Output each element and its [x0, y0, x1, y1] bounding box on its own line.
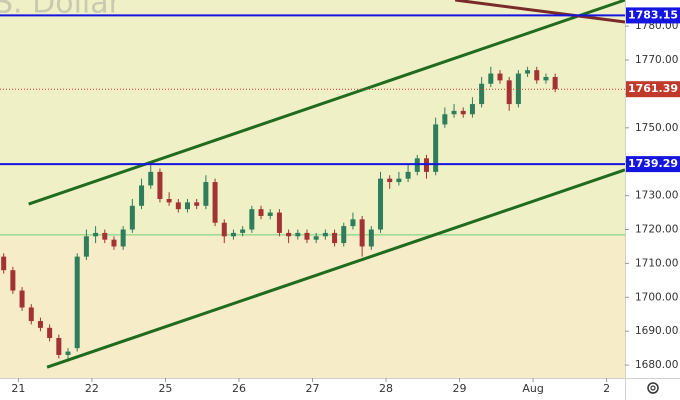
- candle-body: [304, 232, 310, 240]
- candle-body: [139, 185, 145, 206]
- candle-body: [387, 178, 393, 183]
- candle-body: [166, 199, 172, 203]
- candle-body: [479, 83, 485, 105]
- candle-body: [433, 124, 439, 172]
- x-tick-label: 29: [453, 382, 467, 395]
- candle-body: [258, 209, 264, 216]
- candle-body: [65, 351, 71, 355]
- candle-body: [120, 229, 126, 247]
- candle-body: [230, 232, 236, 237]
- candle-body: [194, 202, 200, 206]
- y-tick-label: 1730.00: [635, 190, 678, 202]
- candle-body: [111, 239, 117, 247]
- y-tick-label: 1700.00: [635, 291, 678, 303]
- candle-body: [148, 171, 154, 186]
- region-above: [0, 0, 625, 235]
- x-tick-label: 22: [85, 382, 99, 395]
- candle-body: [451, 110, 457, 115]
- level-label: 1783.15: [628, 8, 678, 21]
- x-tick-label: 28: [379, 382, 393, 395]
- candle-body: [212, 182, 218, 223]
- candle-body: [442, 114, 448, 125]
- candle-body: [286, 232, 292, 237]
- candle-body: [350, 219, 356, 227]
- candle-body: [19, 290, 25, 308]
- candle-body: [37, 321, 43, 328]
- candle-body: [267, 212, 273, 216]
- gear: [647, 382, 659, 394]
- candle-body: [378, 178, 384, 230]
- candle-body: [185, 202, 190, 210]
- candle-body: [157, 171, 163, 200]
- y-tick-label: 1720.00: [635, 224, 678, 236]
- level-label-bg: [626, 7, 680, 24]
- level-label: 1739.29: [628, 157, 678, 170]
- candle-body: [47, 327, 53, 338]
- candle-body: [506, 80, 512, 105]
- candle-body: [322, 232, 328, 237]
- y-tick-label: 1750.00: [635, 122, 678, 134]
- candle-body: [525, 70, 531, 74]
- trendline: [46, 168, 626, 369]
- candle-body: [488, 73, 494, 84]
- candle-body: [93, 232, 99, 237]
- candle-body: [405, 171, 411, 179]
- candle-body: [276, 212, 282, 233]
- candle-body: [460, 110, 466, 115]
- last-price-label: 1761.39: [628, 82, 678, 95]
- x-tick-label: 25: [158, 382, 172, 395]
- region-below: [0, 234, 625, 378]
- x-tick-label: 26: [232, 382, 246, 395]
- candle-body: [221, 222, 227, 237]
- settings-icon[interactable]: [647, 382, 659, 394]
- candle-body: [552, 76, 558, 90]
- candle-body: [515, 73, 521, 105]
- y-tick-label: 1680.00: [635, 359, 678, 371]
- candle-body: [129, 205, 135, 230]
- trendline: [454, 0, 626, 24]
- candle-body: [56, 337, 62, 355]
- candle-body: [249, 209, 255, 230]
- gear-hub: [650, 385, 656, 391]
- y-tick-label: 1780.00: [635, 20, 678, 32]
- candle-body: [341, 226, 347, 244]
- y-tick-label: 1770.00: [635, 54, 678, 66]
- last-price-bg: [626, 81, 680, 98]
- y-tick-label: 1690.00: [635, 325, 678, 337]
- candle-body: [10, 270, 16, 291]
- candle-body: [74, 256, 80, 349]
- candle-body: [313, 236, 319, 240]
- candle-body: [332, 232, 338, 244]
- level-label-bg: [626, 156, 680, 173]
- candle-body: [83, 236, 89, 257]
- trendline: [28, 0, 626, 206]
- candle-body: [102, 232, 108, 240]
- x-tick-label: 2: [603, 382, 610, 395]
- candle-body: [240, 229, 246, 233]
- candle-body: [295, 232, 301, 237]
- candle-body: [497, 73, 503, 81]
- x-tick-label: Aug: [522, 382, 543, 395]
- candle-body: [469, 104, 475, 115]
- watermark: S. Dollar: [0, 0, 122, 21]
- candle-body: [543, 76, 549, 81]
- candle-body: [203, 182, 209, 206]
- plot-area: S. Dollar: [0, 0, 626, 378]
- y-tick-label: 1710.00: [635, 257, 678, 269]
- x-tick-label: 21: [11, 382, 25, 395]
- candle-body: [396, 178, 402, 183]
- candle-body: [175, 202, 181, 210]
- candle-body: [1, 256, 7, 271]
- candle-body: [534, 70, 540, 81]
- candle-body: [359, 219, 365, 247]
- candle-body: [28, 307, 34, 322]
- x-tick-label: 27: [306, 382, 320, 395]
- candle-body: [368, 229, 374, 247]
